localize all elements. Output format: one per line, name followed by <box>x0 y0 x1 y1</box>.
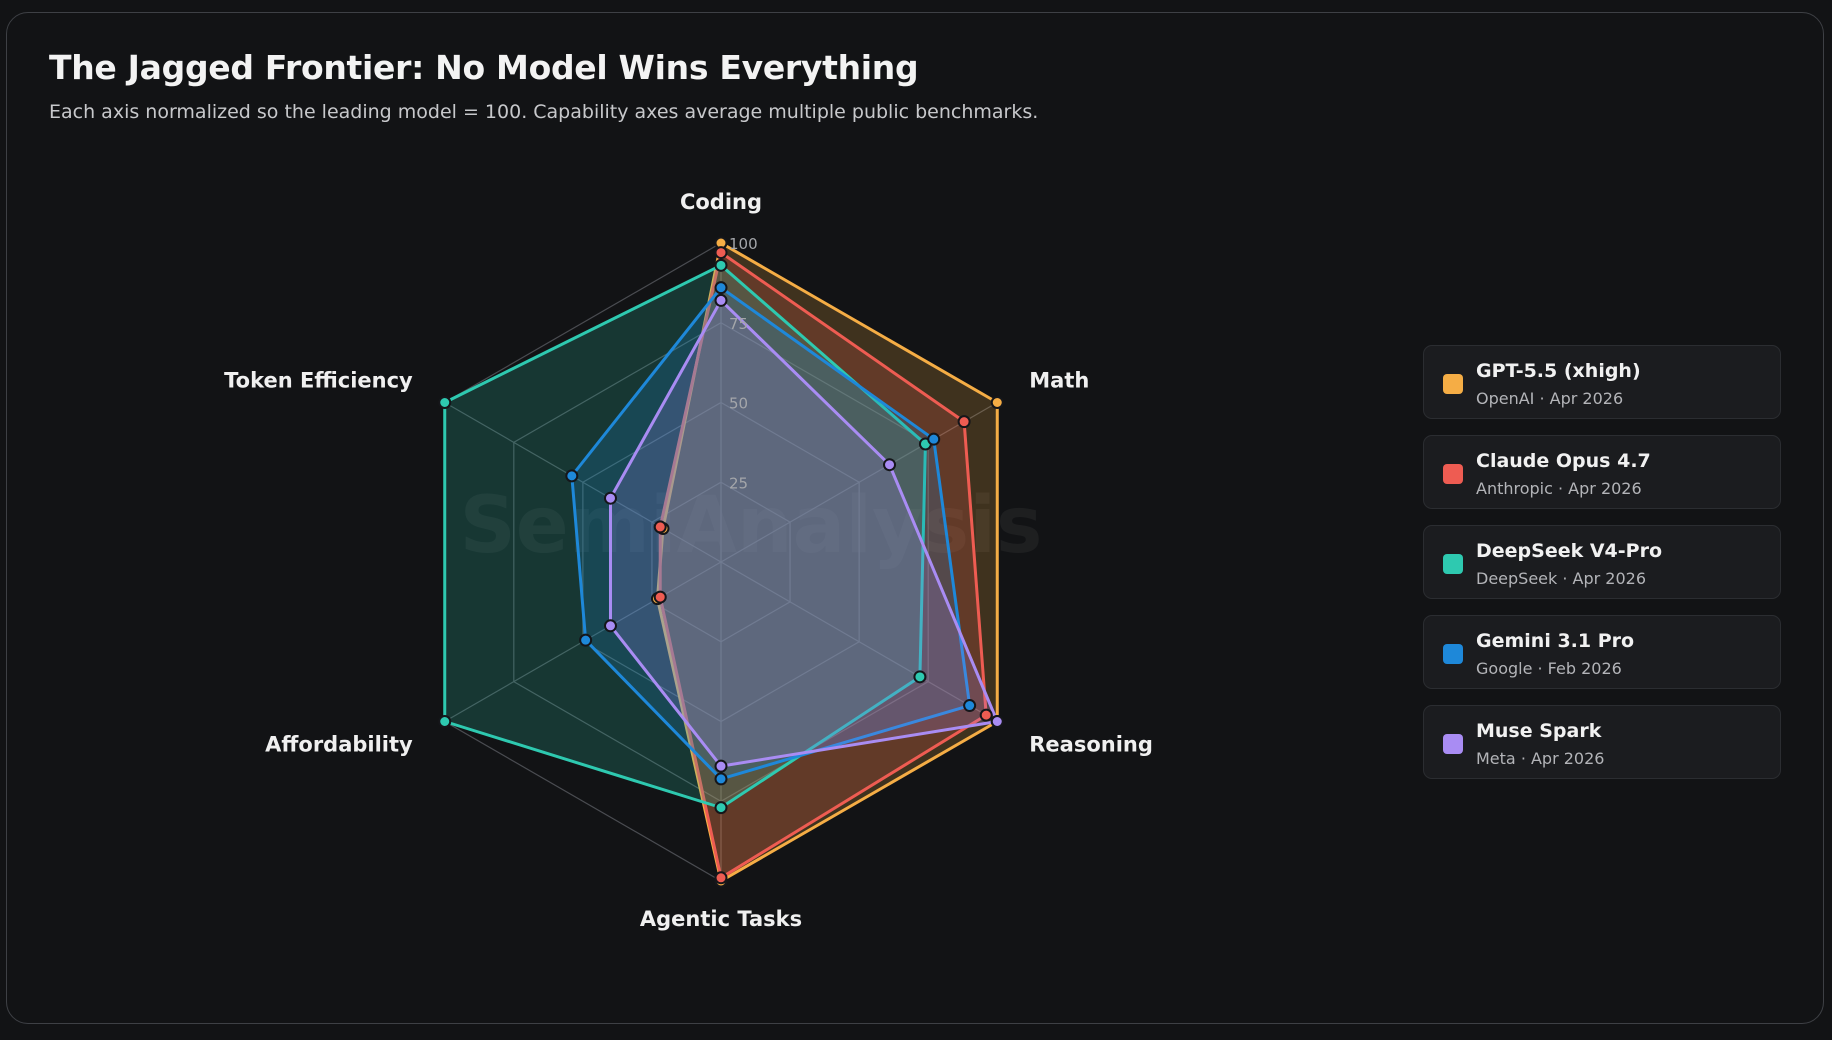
series-point-3-4 <box>579 633 593 647</box>
legend-maker: Meta · Apr 2026 <box>1476 749 1605 768</box>
series-point-4-0 <box>714 293 728 307</box>
legend-item[interactable]: DeepSeek V4-Pro DeepSeek · Apr 2026 <box>1423 525 1781 599</box>
series-point-4-3 <box>714 759 728 773</box>
legend-swatch <box>1443 734 1463 754</box>
legend-item[interactable]: Gemini 3.1 Pro Google · Feb 2026 <box>1423 615 1781 689</box>
legend-swatch <box>1443 464 1463 484</box>
legend-name: DeepSeek V4-Pro <box>1476 540 1663 562</box>
legend-maker: Anthropic · Apr 2026 <box>1476 479 1642 498</box>
series-point-0-1 <box>990 396 1004 409</box>
series-point-4-5 <box>603 491 617 505</box>
series-point-3-3 <box>714 772 728 786</box>
series-point-2-4 <box>438 715 452 728</box>
series-point-2-2 <box>913 670 927 684</box>
series-point-1-5 <box>653 520 667 534</box>
legend-name: GPT-5.5 (xhigh) <box>1476 360 1641 382</box>
series-point-4-4 <box>603 619 617 633</box>
tick-label-50: 50 <box>729 395 748 413</box>
legend-maker: Google · Feb 2026 <box>1476 659 1622 678</box>
series-point-3-0 <box>714 281 728 295</box>
series-point-1-3 <box>714 871 728 885</box>
legend-maker: DeepSeek · Apr 2026 <box>1476 569 1647 588</box>
legend-maker: OpenAI · Apr 2026 <box>1476 389 1624 408</box>
legend-swatch <box>1443 644 1463 664</box>
series-point-3-1 <box>927 432 941 446</box>
legend-item[interactable]: Muse Spark Meta · Apr 2026 <box>1423 705 1781 779</box>
series-point-3-2 <box>963 699 977 713</box>
series-point-1-0 <box>714 246 728 260</box>
series-point-4-2 <box>990 715 1004 728</box>
legend-name: Gemini 3.1 Pro <box>1476 630 1635 652</box>
axis-spoke-5 <box>444 401 722 563</box>
chart-title: The Jagged Frontier: No Model Wins Every… <box>49 48 919 87</box>
axis-label-affordability: Affordability <box>265 733 413 757</box>
chart-subtitle: Each axis normalized so the leading mode… <box>49 101 1039 123</box>
tick-label-25: 25 <box>729 474 748 492</box>
series-point-3-5 <box>565 469 579 483</box>
series-point-2-3 <box>714 801 728 815</box>
series-point-2-5 <box>438 396 452 409</box>
series-point-1-4 <box>653 590 667 604</box>
legend-swatch <box>1443 374 1463 394</box>
axis-label-agentic-tasks: Agentic Tasks <box>640 907 802 931</box>
tick-label-75: 75 <box>729 315 748 333</box>
axis-label-coding: Coding <box>680 190 762 214</box>
legend-item[interactable]: Claude Opus 4.7 Anthropic · Apr 2026 <box>1423 435 1781 509</box>
tick-label-100: 100 <box>729 235 758 253</box>
series-point-1-1 <box>957 415 971 429</box>
axis-label-math: Math <box>1029 369 1089 393</box>
axis-spoke-1 <box>720 401 998 563</box>
legend-item[interactable]: GPT-5.5 (xhigh) OpenAI · Apr 2026 <box>1423 345 1781 419</box>
chart-card <box>6 12 1824 1024</box>
axis-spoke-2 <box>720 561 998 723</box>
series-point-1-2 <box>979 708 993 722</box>
legend-name: Muse Spark <box>1476 720 1602 742</box>
series-point-2-0 <box>714 258 728 272</box>
legend-swatch <box>1443 554 1463 574</box>
axis-label-token-efficiency: Token Efficiency <box>224 369 413 393</box>
axis-label-reasoning: Reasoning <box>1029 733 1153 757</box>
legend: GPT-5.5 (xhigh) OpenAI · Apr 2026 Claude O… <box>1423 345 1781 795</box>
series-point-4-1 <box>883 458 897 472</box>
legend-name: Claude Opus 4.7 <box>1476 450 1651 472</box>
